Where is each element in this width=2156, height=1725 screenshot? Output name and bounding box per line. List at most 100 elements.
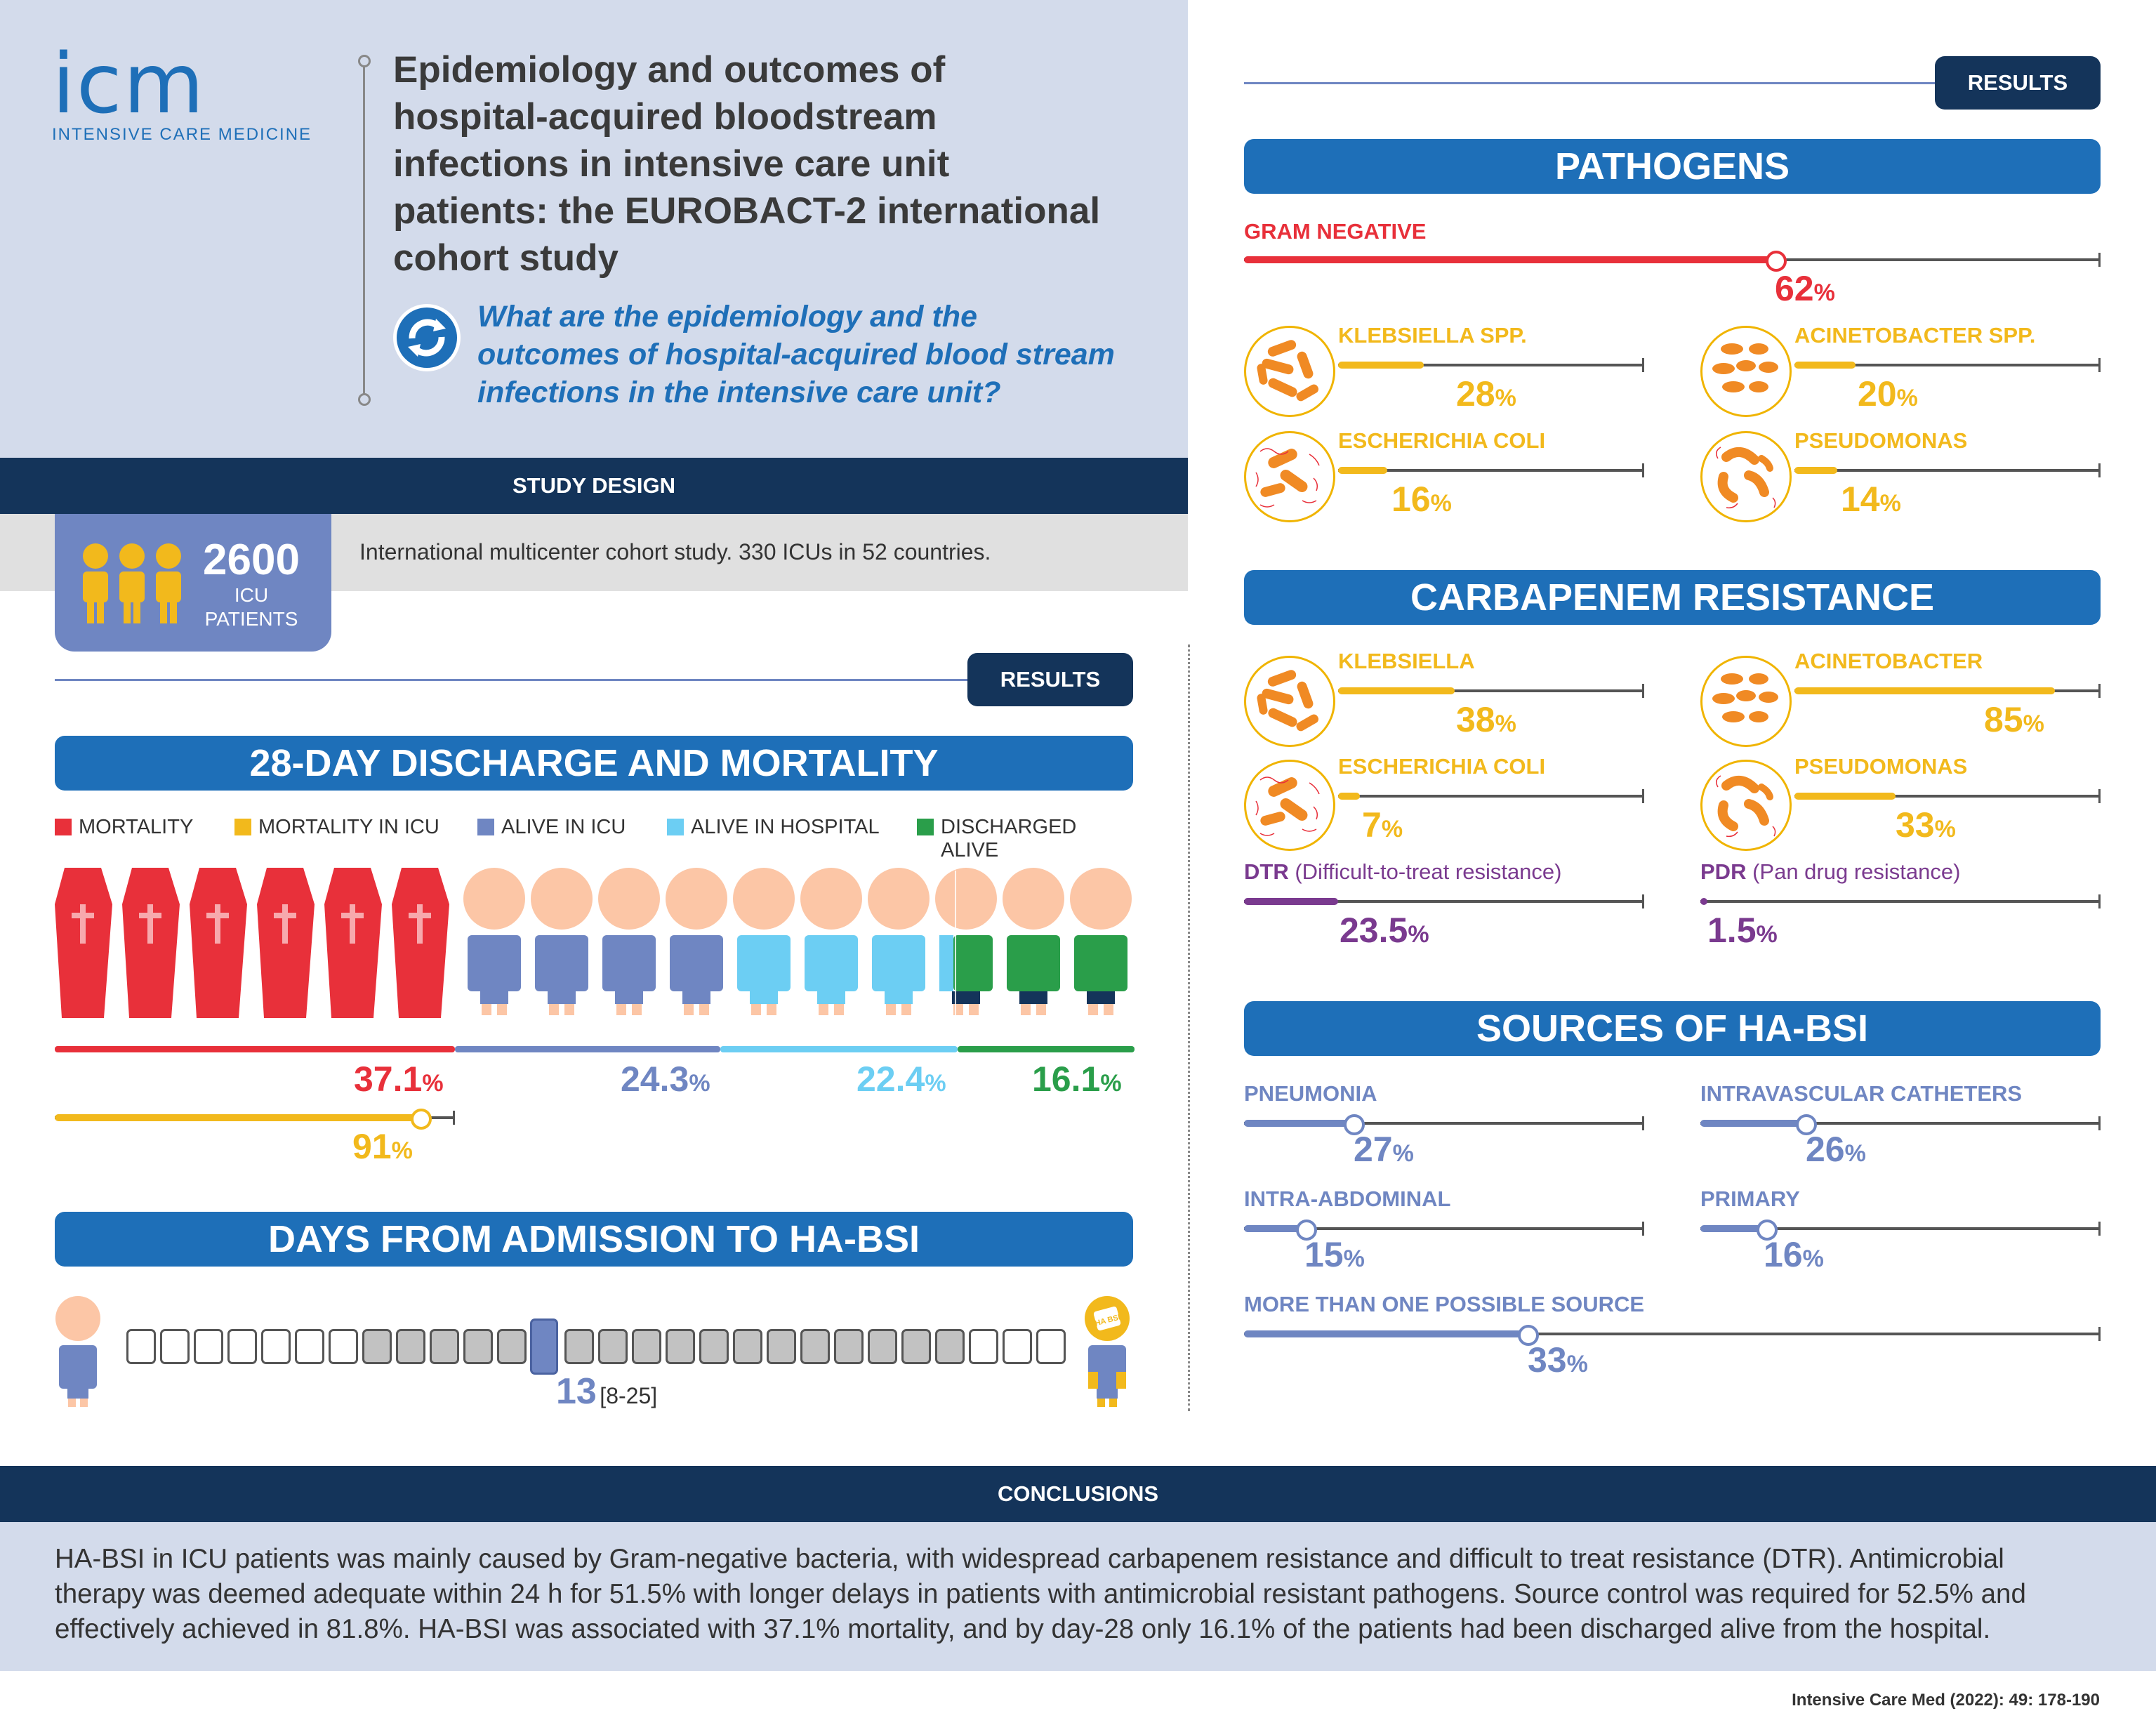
escherichia-coli-cr-icon: [1244, 760, 1335, 851]
source-multiple-unit: %: [1566, 1351, 1588, 1377]
mortality-number: 37.1: [354, 1059, 423, 1099]
dtr-fill: [1244, 898, 1338, 905]
day-box: [598, 1329, 628, 1364]
outcome-segment-mortality: [55, 1046, 455, 1052]
dtr-desc: (Difficult-to-treat resistance): [1295, 859, 1562, 884]
source-intra-abdominal-fill: [1244, 1225, 1304, 1232]
pdr-label: PDR (Pan drug resistance): [1700, 859, 1960, 885]
cr-ecoli-number: 7: [1362, 805, 1382, 845]
divider-dot-top: [358, 55, 371, 67]
mortality-icu-knob: [411, 1109, 432, 1130]
source-multiple-track: [1244, 1325, 2101, 1346]
gram-negative-unit: %: [1813, 279, 1835, 306]
pathogen-acinetobacter-label: ACINETOBACTER SPP.: [1794, 323, 2036, 348]
day-box: [261, 1329, 291, 1364]
results-tag-left: RESULTS: [967, 653, 1133, 706]
title-divider: [363, 60, 365, 397]
dtr-abbr: DTR: [1244, 859, 1289, 884]
cr-acinetobacter-fill: [1794, 687, 2055, 694]
mortality-icu-unit: %: [391, 1137, 413, 1164]
ha-bsi-person-icon: HA BSI: [1084, 1295, 1133, 1408]
pathogen-acinetobacter-fill: [1794, 362, 1856, 369]
pathogen-klebsiella-track: [1338, 358, 1644, 372]
cr-klebsiella-unit: %: [1495, 711, 1516, 737]
source-primary-label: PRIMARY: [1700, 1187, 1800, 1211]
day-box: [497, 1329, 527, 1364]
day-box: [564, 1329, 594, 1364]
source-primary-value: 16%: [1764, 1234, 1824, 1275]
legend-label-mortality-icu: MORTALITY IN ICU: [258, 816, 439, 838]
pathogen-ecoli-fill: [1338, 467, 1387, 474]
day-box: [194, 1329, 223, 1364]
admission-person-icon: [55, 1296, 104, 1408]
gram-negative-track: [1244, 251, 2101, 272]
day-box: [227, 1329, 257, 1364]
alive-hospital-value: 22.4%: [857, 1059, 946, 1099]
source-multiple-value: 33%: [1528, 1340, 1588, 1380]
day-box: [160, 1329, 190, 1364]
days-median: 13 [8-25]: [556, 1370, 657, 1413]
pathogen-ecoli-number: 16: [1391, 480, 1431, 519]
cr-acinetobacter-number: 85: [1984, 700, 2023, 739]
source-intra-abdominal-number: 15: [1304, 1235, 1344, 1274]
pathogen-klebsiella-value: 28%: [1456, 374, 1516, 414]
alive-hospital-unit: %: [925, 1070, 946, 1097]
title-line: hospital-acquired bloodstream: [393, 96, 937, 138]
source-catheters-knob: [1796, 1114, 1817, 1135]
day-box: [699, 1329, 729, 1364]
gram-negative-label: GRAM NEGATIVE: [1244, 219, 1427, 244]
cr-ecoli-unit: %: [1381, 816, 1403, 842]
pdr-value: 1.5%: [1707, 910, 1778, 951]
source-catheters-track: [1700, 1114, 2101, 1135]
pathogen-ecoli-track: [1338, 463, 1644, 477]
source-pneumonia-label: PNEUMONIA: [1244, 1081, 1377, 1106]
klebsiella-cr-icon: [1244, 656, 1335, 747]
question-line: outcomes of hospital-acquired blood stre…: [477, 338, 1115, 371]
cr-ecoli-label: ESCHERICHIA COLI: [1338, 754, 1546, 779]
dtr-track: [1244, 894, 1644, 908]
source-primary-fill: [1700, 1225, 1765, 1232]
pathogen-acinetobacter-unit: %: [1896, 385, 1918, 411]
dtr-unit: %: [1408, 921, 1429, 948]
source-primary-track: [1700, 1220, 2101, 1241]
column-divider: [1188, 645, 1190, 1411]
acinetobacter-icon: [1700, 326, 1792, 417]
cr-klebsiella-track: [1338, 684, 1644, 698]
day-box: [834, 1329, 864, 1364]
source-pneumonia-number: 27: [1354, 1130, 1393, 1169]
legend-swatch-discharged: [917, 819, 934, 835]
legend-label-alive-icu: ALIVE IN ICU: [501, 816, 626, 838]
day-box: [767, 1329, 796, 1364]
pathogen-pseudomonas-fill: [1794, 467, 1838, 474]
title-line: patients: the EUROBACT-2 international: [393, 190, 1101, 232]
pdr-desc: (Pan drug resistance): [1752, 859, 1961, 884]
legend: MORTALITY MORTALITY IN ICU ALIVE IN ICU …: [55, 816, 1136, 861]
legend-label-discharged: DISCHARGED ALIVE: [941, 816, 1077, 861]
day-box: [800, 1329, 830, 1364]
source-multiple-number: 33: [1528, 1340, 1567, 1380]
day-box: [733, 1329, 762, 1364]
alive-hospital-number: 22.4: [857, 1059, 925, 1099]
cr-ecoli-value: 7%: [1362, 805, 1403, 845]
mortality-icu-number: 91: [352, 1127, 392, 1166]
question-line: infections in the intensive care unit?: [477, 376, 1001, 409]
cr-pseudomonas-fill: [1794, 793, 1896, 800]
patient-figures: [461, 868, 1135, 1018]
pdr-abbr: PDR: [1700, 859, 1747, 884]
legend-swatch-alive-hospital: [667, 819, 684, 835]
logo-letters: icm: [52, 35, 206, 132]
study-design-header: STUDY DESIGN: [0, 458, 1188, 514]
pdr-track: [1700, 894, 2101, 908]
source-pneumonia-unit: %: [1392, 1140, 1414, 1167]
mortality-icu-track: [55, 1109, 455, 1130]
days-iqr: [8-25]: [600, 1383, 658, 1408]
source-pneumonia-track: [1244, 1114, 1644, 1135]
source-intra-abdominal-value: 15%: [1304, 1234, 1365, 1275]
day-box: [632, 1329, 661, 1364]
pathogen-klebsiella-fill: [1338, 362, 1424, 369]
pathogen-pseudomonas-label: PSEUDOMONAS: [1794, 428, 1968, 453]
source-intra-abdominal-knob: [1296, 1220, 1317, 1241]
source-primary-unit: %: [1802, 1245, 1824, 1272]
title-line: infections in intensive care unit: [393, 143, 950, 185]
results-line-right: [1244, 82, 1946, 84]
